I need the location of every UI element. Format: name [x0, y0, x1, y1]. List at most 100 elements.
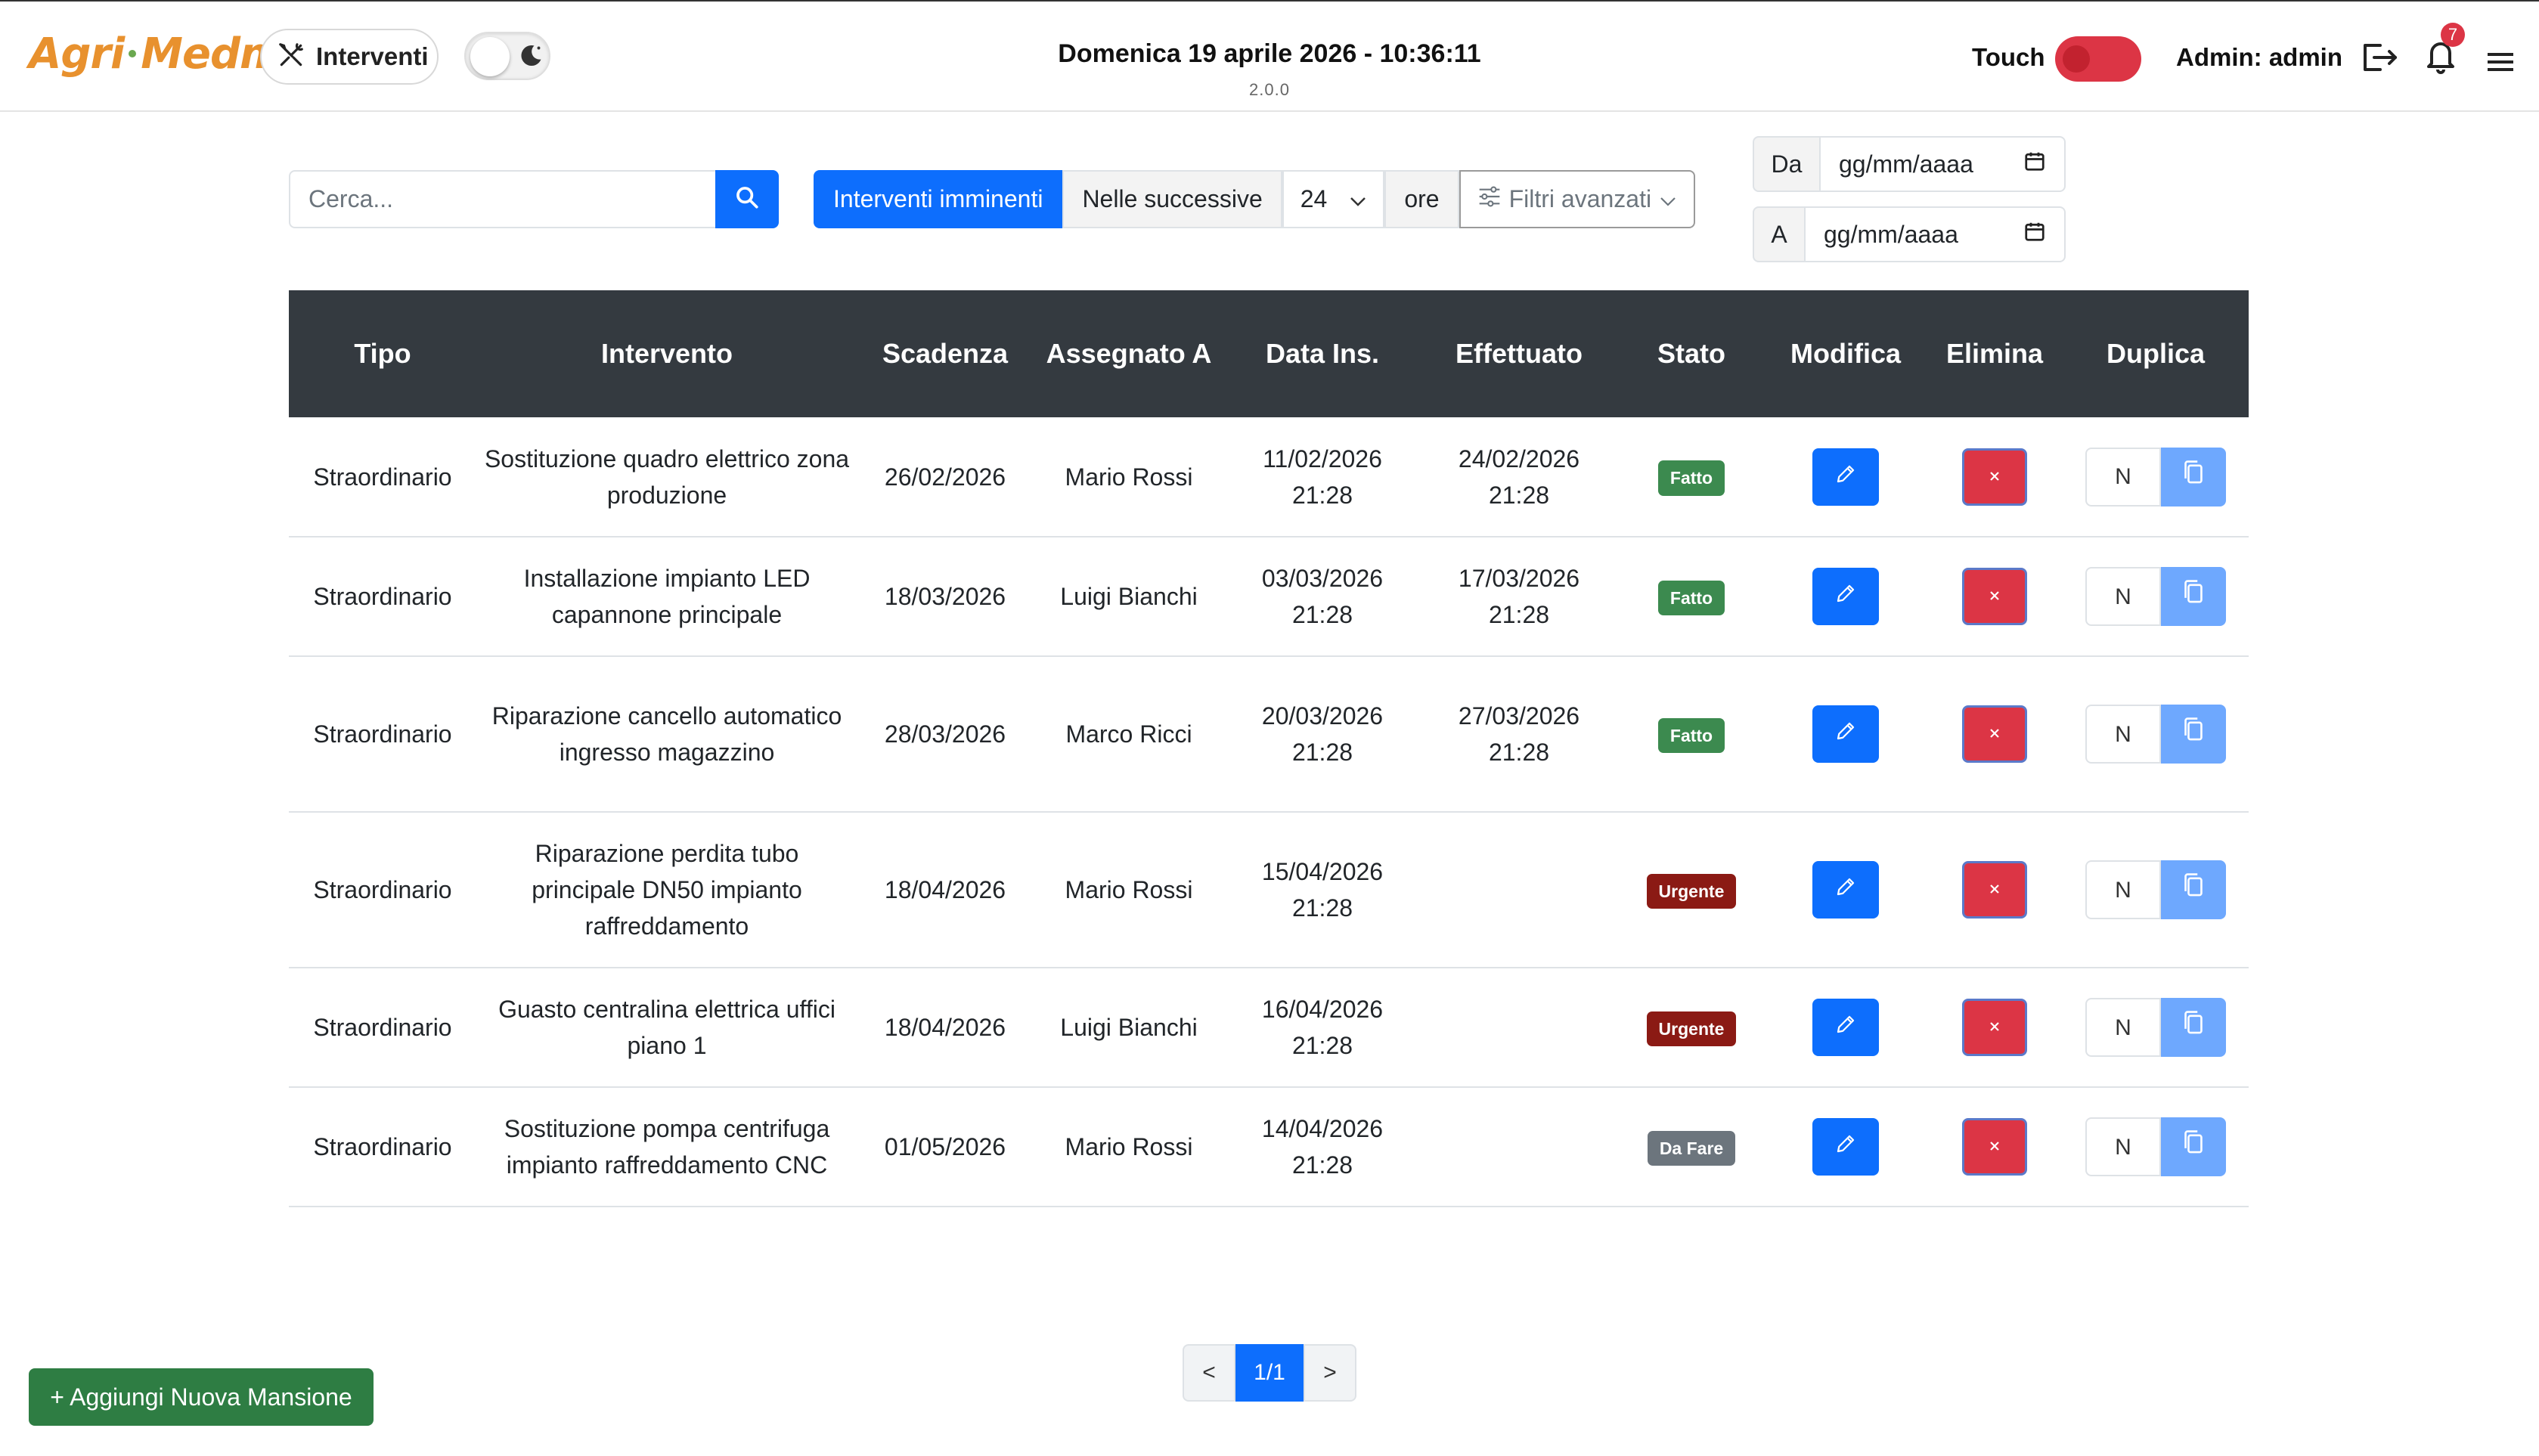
search-button[interactable] — [715, 170, 779, 228]
bell-icon[interactable] — [2423, 36, 2459, 79]
hours-select[interactable]: 24 — [1282, 170, 1385, 228]
next-page-button[interactable]: > — [1304, 1344, 1356, 1402]
duplicate-group: N — [2085, 998, 2226, 1057]
duplicate-group: N — [2085, 567, 2226, 626]
duplicate-count-input[interactable]: N — [2085, 567, 2161, 626]
copy-icon — [2182, 1129, 2205, 1165]
header-modifica: Modifica — [1765, 290, 1927, 417]
cell-tipo: Straordinario — [289, 656, 476, 813]
delete-button[interactable] — [1962, 999, 2027, 1056]
calendar-icon[interactable] — [2023, 220, 2046, 249]
cell-stato: Urgente — [1618, 812, 1765, 968]
edit-button[interactable] — [1812, 568, 1879, 625]
edit-button[interactable] — [1812, 999, 1879, 1056]
hamburger-menu-icon[interactable] — [2488, 51, 2513, 76]
advanced-filters-dropdown[interactable]: Filtri avanzati — [1459, 170, 1696, 228]
touch-mode-toggle[interactable] — [2055, 36, 2141, 82]
header-tipo[interactable]: Tipo — [289, 290, 476, 417]
close-icon — [1989, 720, 2001, 748]
delete-button[interactable] — [1962, 568, 2027, 625]
cell-stato: Da Fare — [1618, 1087, 1765, 1207]
table-row: Straordinario Riparazione cancello autom… — [289, 656, 2249, 813]
filter-upcoming-button[interactable]: Interventi imminenti — [814, 170, 1063, 228]
edit-button[interactable] — [1812, 861, 1879, 919]
copy-icon — [2182, 716, 2205, 752]
duplicate-button[interactable] — [2161, 705, 2226, 764]
moon-icon — [517, 42, 544, 73]
header-scadenza[interactable]: Scadenza — [857, 290, 1033, 417]
date-to-input[interactable]: gg/mm/aaaa — [1806, 206, 2066, 262]
duplicate-button[interactable] — [2161, 860, 2226, 919]
duplicate-button[interactable] — [2161, 998, 2226, 1057]
delete-button[interactable] — [1962, 861, 2027, 919]
pencil-icon — [1834, 1009, 1857, 1046]
cell-tipo: Straordinario — [289, 537, 476, 657]
duplicate-button[interactable] — [2161, 567, 2226, 626]
duplicate-group: N — [2085, 705, 2226, 764]
toggle-knob — [2063, 45, 2090, 73]
cell-intervento: Riparazione cancello automatico ingresso… — [476, 656, 857, 813]
cell-tipo: Straordinario — [289, 1087, 476, 1207]
cell-assegnato: Mario Rossi — [1033, 1087, 1225, 1207]
section-interventi-button[interactable]: Interventi — [260, 29, 439, 85]
duplicate-count-input[interactable]: N — [2085, 1117, 2161, 1176]
delete-button[interactable] — [1962, 705, 2027, 763]
cell-intervento: Riparazione perdita tubo principale DN50… — [476, 812, 857, 968]
duplicate-count-input[interactable]: N — [2085, 447, 2161, 507]
date-from-input[interactable]: gg/mm/aaaa — [1821, 136, 2066, 192]
status-badge: Da Fare — [1647, 1130, 1736, 1166]
duplicate-count-input[interactable]: N — [2085, 705, 2161, 764]
edit-button[interactable] — [1812, 448, 1879, 506]
header-assegnato[interactable]: Assegnato A — [1033, 290, 1225, 417]
status-badge: Urgente — [1646, 873, 1737, 909]
cell-duplica: N — [2063, 537, 2249, 657]
header-elimina: Elimina — [1927, 290, 2063, 417]
chevron-down-icon — [1350, 185, 1366, 213]
cell-scadenza: 01/05/2026 — [857, 1087, 1033, 1207]
table-row: Straordinario Sostituzione pompa centrif… — [289, 1087, 2249, 1207]
pencil-icon — [1834, 459, 1857, 495]
header-effettuato[interactable]: Effettuato — [1420, 290, 1618, 417]
duplicate-group: N — [2085, 447, 2226, 507]
tools-icon — [277, 41, 305, 73]
cell-elimina — [1927, 812, 2063, 968]
cell-stato: Fatto — [1618, 417, 1765, 537]
cell-effettuato: 17/03/2026 21:28 — [1420, 537, 1618, 657]
cell-intervento: Guasto centralina elettrica uffici piano… — [476, 968, 857, 1088]
table-row: Straordinario Installazione impianto LED… — [289, 537, 2249, 657]
cell-data-ins: 20/03/2026 21:28 — [1225, 656, 1420, 813]
search-input[interactable] — [289, 170, 717, 228]
cell-elimina — [1927, 1087, 2063, 1207]
edit-button[interactable] — [1812, 705, 1879, 763]
duplicate-count-input[interactable]: N — [2085, 860, 2161, 919]
admin-user-label: Admin: admin — [2176, 43, 2342, 71]
calendar-icon[interactable] — [2023, 150, 2046, 178]
duplicate-button[interactable] — [2161, 1117, 2226, 1176]
delete-button[interactable] — [1962, 448, 2027, 506]
logo-text-agri: Agri — [29, 29, 125, 79]
header-data-ins[interactable]: Data Ins. — [1225, 290, 1420, 417]
duplicate-group: N — [2085, 860, 2226, 919]
header-intervento[interactable]: Intervento — [476, 290, 857, 417]
status-badge: Fatto — [1657, 580, 1725, 616]
duplicate-count-input[interactable]: N — [2085, 998, 2161, 1057]
toggle-knob — [470, 37, 510, 76]
dark-mode-toggle[interactable] — [464, 32, 550, 80]
delete-button[interactable] — [1962, 1118, 2027, 1176]
cell-elimina — [1927, 537, 2063, 657]
status-badge: Fatto — [1657, 460, 1725, 496]
cell-effettuato — [1420, 968, 1618, 1088]
logout-icon[interactable] — [2359, 39, 2398, 79]
duplicate-button[interactable] — [2161, 447, 2226, 507]
pencil-icon — [1834, 872, 1857, 908]
edit-button[interactable] — [1812, 1118, 1879, 1176]
close-icon — [1989, 1133, 2001, 1160]
cell-modifica — [1765, 537, 1927, 657]
cell-scadenza: 18/04/2026 — [857, 812, 1033, 968]
prev-page-button[interactable]: < — [1183, 1344, 1235, 1402]
add-new-task-button[interactable]: + Aggiungi Nuova Mansione — [29, 1368, 374, 1426]
header-stato[interactable]: Stato — [1618, 290, 1765, 417]
date-to-label: A — [1753, 206, 1806, 262]
current-page-indicator[interactable]: 1/1 — [1235, 1344, 1304, 1402]
hours-unit-label: ore — [1384, 170, 1459, 228]
